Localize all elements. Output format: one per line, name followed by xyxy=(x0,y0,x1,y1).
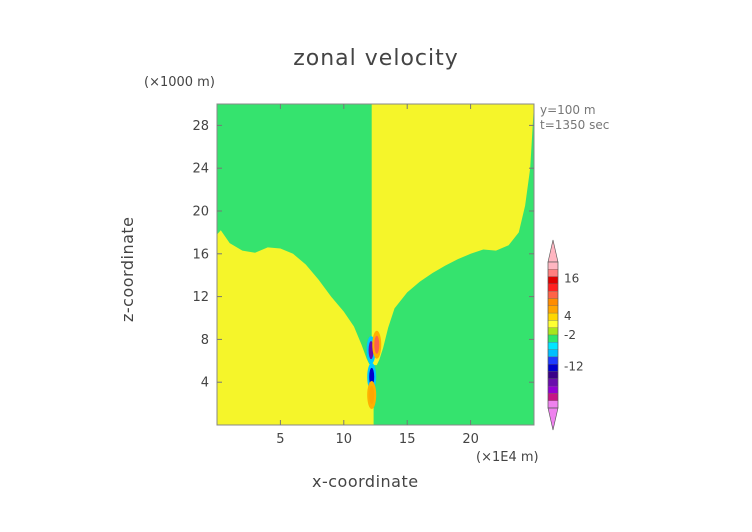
colorbar-cell xyxy=(547,378,559,387)
x-tick-label: 20 xyxy=(462,432,479,447)
colorbar-extend-top xyxy=(547,239,559,263)
y-tick-label: 20 xyxy=(192,205,209,220)
annotation-t: t=1350 sec xyxy=(540,118,610,132)
plot-area xyxy=(217,104,534,425)
colorbar-cell xyxy=(547,269,559,277)
colorbar-cell xyxy=(547,356,559,365)
colorbar-cell xyxy=(547,276,559,285)
anomaly-core-3 xyxy=(369,386,375,405)
y-tick-label: 24 xyxy=(192,162,209,177)
y-tick-label: 12 xyxy=(192,290,209,305)
colorbar-cell xyxy=(547,305,559,314)
colorbar-cell xyxy=(547,393,559,401)
colorbar-cell xyxy=(547,385,559,394)
colorbar-cell xyxy=(547,312,559,321)
annotation-y: y=100 m xyxy=(540,103,596,117)
x-unit-label: (×1E4 m) xyxy=(476,450,539,465)
y-tick-label: 4 xyxy=(201,376,209,391)
field-negative-left xyxy=(217,104,372,366)
colorbar-tick-label: -2 xyxy=(564,328,576,342)
chart-title: zonal velocity xyxy=(293,46,459,71)
anomaly-core-2 xyxy=(374,335,380,354)
colorbar-frame xyxy=(547,261,559,409)
colorbar-extend-bottom xyxy=(547,407,559,431)
colorbar-cell xyxy=(547,327,559,336)
colorbar-tick-label: 16 xyxy=(564,271,579,285)
colorbar-cell xyxy=(547,298,559,306)
colorbar-cell xyxy=(547,261,559,270)
x-tick-label: 10 xyxy=(336,432,353,447)
colorbar-cell xyxy=(547,291,559,299)
field-negative-right xyxy=(371,104,534,425)
anomaly-core-1 xyxy=(369,367,375,386)
colorbar-cell xyxy=(547,320,559,328)
y-tick-label: 16 xyxy=(192,247,209,262)
colorbar-tick-label: 4 xyxy=(564,309,572,323)
colorbar-cell xyxy=(547,371,559,379)
colorbar-cell xyxy=(547,334,559,343)
colorbar-cell xyxy=(547,400,559,409)
y-tick-label: 28 xyxy=(192,119,209,134)
y-tick-label: 8 xyxy=(201,333,209,348)
colorbar-tick-label: -12 xyxy=(564,360,584,374)
colorbar-cell xyxy=(547,342,559,350)
plot-frame xyxy=(216,103,535,426)
y-unit-label: (×1000 m) xyxy=(144,75,215,90)
colorbar-cell xyxy=(547,283,559,292)
colorbar-cell xyxy=(547,364,559,372)
x-tick-label: 5 xyxy=(276,432,284,447)
x-tick-label: 15 xyxy=(399,432,416,447)
x-axis-label: x-coordinate xyxy=(312,472,419,491)
colorbar-cell xyxy=(547,349,559,358)
